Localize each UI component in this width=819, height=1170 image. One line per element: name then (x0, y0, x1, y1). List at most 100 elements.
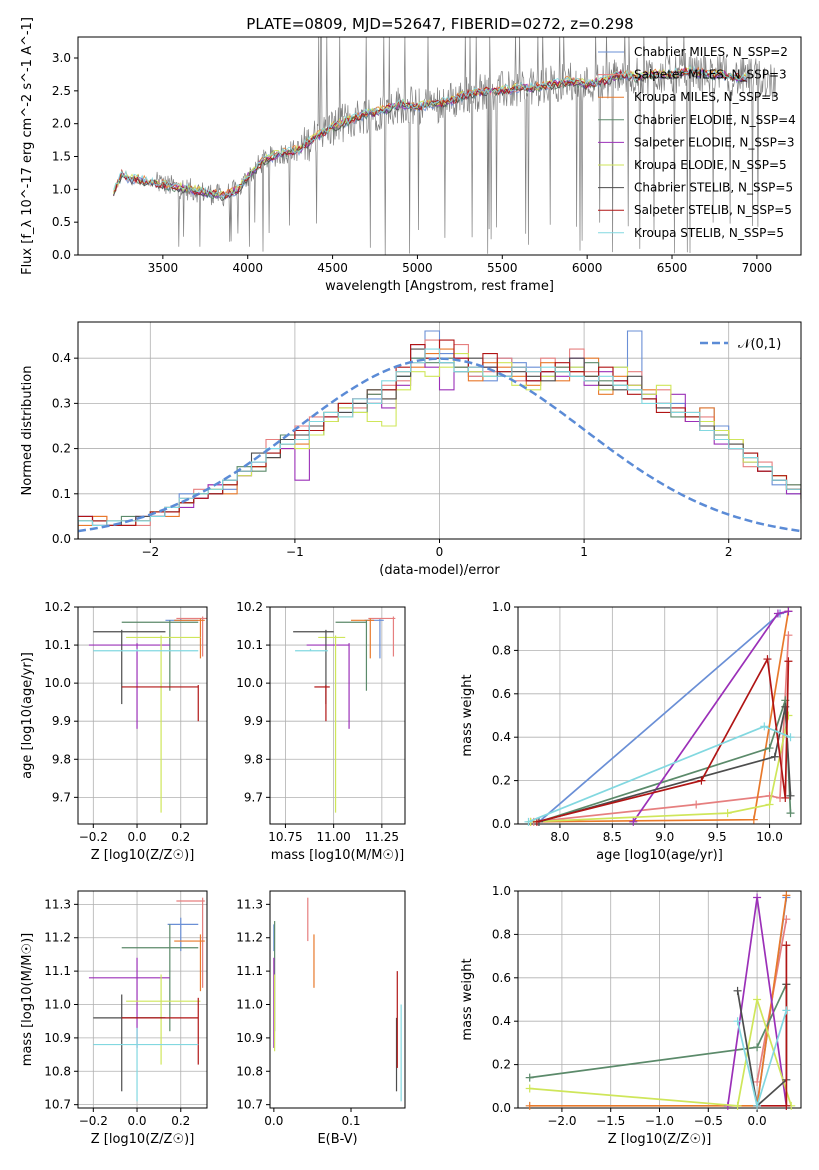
y-tick-label: 11.3 (44, 897, 71, 911)
y-tick-label: 10.2 (44, 600, 71, 614)
x-tick-label: 4000 (232, 261, 263, 275)
x-tick-label: 0.2 (171, 830, 190, 844)
legend-label: Chabrier ELODIE, N_SSP=4 (634, 113, 796, 127)
y-tick-label: 2.5 (52, 84, 71, 98)
y-tick-label: 2.0 (52, 117, 71, 131)
y-tick-label: 0.3 (52, 396, 71, 410)
x-tick-label: −1.5 (596, 1114, 625, 1128)
y-tick-label: 0.1 (52, 487, 71, 501)
x-axis-label: wavelength [Angstrom, rest frame] (325, 279, 554, 294)
axes-frame (77, 606, 208, 825)
marker-salpeter-elodie (629, 817, 638, 826)
residuals-panel: −2 −1 0 1 2 0.0 0.1 0.2 0.3 0.4 (data-model)/error… (20, 321, 802, 578)
x-tick-label: 11.00 (316, 830, 350, 844)
marker-salpeter-miles (784, 631, 793, 640)
y-tick-label: 10.0 (236, 676, 263, 690)
y-tick-label: 11.1 (44, 964, 71, 978)
mass_vs_ebv-panel: 0.0 0.1 10.7 10.8 10.9 11.0 11.1 11.2 11.3 E(B-V) (236, 890, 406, 1147)
line-kroupa-elodie (530, 715, 790, 823)
y-tick-label: 0.5 (52, 215, 71, 229)
x-tick-label: 10.75 (268, 830, 302, 844)
y-tick-label: 9.8 (244, 752, 263, 766)
x-axis-label: Z [log10(Z/Z☉)] (608, 1132, 712, 1147)
marker-salpeter-miles (692, 800, 701, 809)
marker-chabrier-stelib (770, 752, 779, 761)
x-axis-label: Z [log10(Z/Z☉)] (91, 1132, 195, 1147)
x-tick-label: 8.5 (603, 830, 622, 844)
normal-curve (78, 357, 801, 533)
marker-salpeter-stelib (782, 941, 791, 950)
residuals-legend: 𝒩(0,1) (700, 337, 781, 352)
model-line-kroupa-stelib (113, 64, 748, 199)
y-axis-label: age [log10(age/yr)] (20, 652, 35, 779)
legend-label: Chabrier MILES, N_SSP=2 (634, 45, 788, 59)
age_vs_mass-panel: 10.75 11.00 11.25 9.7 9.8 9.9 10.0 10.1 10.2 mass… (236, 600, 406, 863)
y-tick-label: 0.4 (492, 730, 511, 744)
x-tick-label: −1.0 (645, 1114, 674, 1128)
x-axis-label: E(B-V) (317, 1132, 357, 1147)
marker-chabrier-elodie (525, 1073, 534, 1082)
legend-label: Salpeter ELODIE, N_SSP=3 (634, 135, 795, 149)
mass_vs_ebv-plot-area (273, 897, 402, 1102)
massweight_vs_Z-panel: −2.0 −1.5 −1.0 −0.5 0.0 0.0 0.2 0.4 0.6 0.8 1.0 Z [… (460, 884, 802, 1147)
x-tick-label: −2.0 (547, 1114, 576, 1128)
massweight_vs_age-panel: 8.0 8.5 9.0 9.5 10.0 0.0 0.2 0.4 0.6 0.8 1.0 age [l… (460, 600, 802, 863)
marker-kroupa-stelib (753, 1101, 762, 1110)
x-tick-label: 9.5 (708, 830, 727, 844)
y-tick-label: 3.0 (52, 51, 71, 65)
histogram-kroupa-stelib (78, 348, 801, 539)
y-tick-label: 0.8 (492, 927, 511, 941)
y-tick-label: 9.9 (52, 714, 71, 728)
age_vs_mass-plot-area (293, 616, 396, 813)
axes-frame (77, 36, 802, 256)
marker-kroupa-miles (525, 1101, 534, 1110)
marker-chabrier-elodie (765, 744, 774, 753)
y-tick-label: 0.0 (492, 1101, 511, 1115)
y-tick-label: 10.1 (236, 638, 263, 652)
legend-label: Salpeter MILES, N_SSP=3 (634, 68, 787, 82)
y-tick-label: 9.9 (244, 714, 263, 728)
x-tick-label: 8.0 (550, 830, 569, 844)
y-tick-label: 0.6 (492, 971, 511, 985)
y-tick-label: 0.2 (52, 442, 71, 456)
y-tick-label: 10.7 (236, 1098, 263, 1112)
y-tick-label: 10.9 (44, 1031, 71, 1045)
x-tick-label: 5000 (402, 261, 433, 275)
marker-salpeter-stelib (784, 657, 793, 666)
y-tick-label: 11.0 (236, 998, 263, 1012)
x-axis-label: (data-model)/error (379, 563, 500, 578)
model-line-kroupa-elodie (113, 65, 748, 198)
residuals-plot-area (78, 330, 801, 539)
marker-kroupa-elodie (765, 800, 774, 809)
legend-label: Chabrier STELIB, N_SSP=5 (634, 181, 793, 195)
y-tick-label: 1.5 (52, 150, 71, 164)
y-tick-label: 0.2 (492, 774, 511, 788)
legend-label: Salpeter STELIB, N_SSP=5 (634, 203, 792, 217)
legend-label: Kroupa ELODIE, N_SSP=5 (634, 158, 787, 172)
x-tick-label: 0.0 (127, 1114, 146, 1128)
marker-kroupa-stelib (524, 817, 533, 826)
x-tick-label: 0.0 (748, 1114, 767, 1128)
x-tick-label: 0.0 (264, 1114, 283, 1128)
legend-label: 𝒩(0,1) (738, 337, 781, 352)
axes-frame (269, 606, 406, 825)
marker-salpeter-elodie (773, 609, 782, 618)
x-tick-label: 3500 (148, 261, 179, 275)
y-tick-label: 10.0 (44, 676, 71, 690)
marker-chabrier-elodie (786, 809, 795, 818)
mass_vs_Z-panel: −0.2 0.0 0.2 10.7 10.8 10.9 11.0 11.1 11.2 11.3 Z … (20, 890, 208, 1147)
y-tick-label: 0.0 (52, 532, 71, 546)
y-tick-label: 10.8 (236, 1064, 263, 1078)
y-tick-label: 0.4 (492, 1014, 511, 1028)
x-tick-label: 10.0 (756, 830, 783, 844)
y-tick-label: 11.2 (44, 931, 71, 945)
marker-salpeter-elodie (753, 893, 762, 902)
x-tick-label: 6500 (657, 261, 688, 275)
line-chabrier-stelib (538, 706, 792, 823)
y-tick-label: 0.0 (52, 248, 71, 262)
age_vs_Z-panel: −0.2 0.0 0.2 9.7 9.8 9.9 10.0 10.1 10.2 Z [log10(… (20, 600, 208, 863)
spectrum-plot-area (113, 37, 776, 255)
y-tick-label: 1.0 (492, 884, 511, 898)
age_vs_Z-plot-area (88, 616, 207, 813)
